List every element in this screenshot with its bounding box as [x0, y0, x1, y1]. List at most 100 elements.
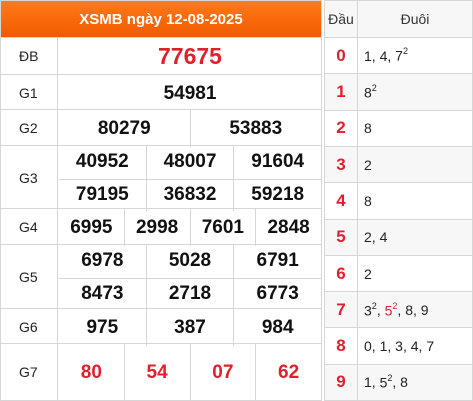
results-table: XSMB ngày 12-08-2025 ĐB 77675 G1 54981 G2 802… — [0, 0, 322, 401]
dau-value: 1 — [325, 74, 358, 110]
duoi-column-header: Đuôi — [400, 11, 430, 27]
dau-duoi-header: Đầu Đuôi — [325, 1, 472, 37]
duoi-values: 1, 4, 72 — [364, 46, 408, 65]
prize-number: 984 — [233, 309, 321, 346]
prize-number: 975 — [86, 316, 119, 338]
duoi-count: 2 — [371, 300, 377, 311]
prize-number: 59218 — [233, 179, 321, 211]
prize-number: 53883 — [189, 110, 322, 147]
dau-duoi-row: 5 2, 4 — [325, 218, 472, 255]
dau-value: 8 — [325, 328, 358, 364]
duoi-digit: 32 — [364, 300, 377, 319]
prize-number: 80 — [80, 361, 102, 383]
duoi-digit: 8 — [400, 374, 408, 391]
prize-row-g6: G6 975 387 984 — [1, 308, 321, 346]
duoi-values: 2 — [358, 147, 472, 183]
dau-value: 0 — [325, 38, 358, 74]
dau-column-header: Đầu — [325, 1, 358, 37]
dau-duoi-row: 8 0, 1, 3, 4, 7 — [325, 327, 472, 364]
prize-number: 07 — [189, 344, 256, 401]
duoi-values: 2 — [358, 256, 472, 292]
prize-number: 36832 — [145, 179, 234, 211]
duoi-values: 32, 52, 8, 9 — [364, 300, 429, 319]
duoi-count: 2 — [371, 82, 377, 93]
dau-value: 7 — [325, 292, 358, 328]
duoi-values: 82 — [358, 74, 472, 110]
prize-number: 8473 — [81, 283, 124, 305]
duoi-digit: 7 — [426, 338, 435, 355]
prize-row-g1: G1 54981 — [1, 74, 321, 111]
prize-number: 7601 — [189, 209, 256, 246]
prize-label: G5 — [1, 245, 58, 309]
prize-number: 40952 — [75, 151, 129, 173]
prize-line: 54981 — [59, 75, 321, 112]
prize-row-g2: G2 80279 53883 — [1, 109, 322, 147]
prize-number: 6791 — [233, 245, 321, 278]
prize-line: 975 387 984 — [59, 309, 321, 346]
prize-line: 77675 — [59, 38, 321, 75]
prize-number: 387 — [145, 309, 234, 346]
dau-value: 9 — [325, 364, 358, 401]
prize-number: 62 — [255, 344, 321, 401]
dau-duoi-row: 7 32, 52, 8, 9 — [325, 291, 472, 328]
duoi-digit: 72 — [395, 46, 408, 65]
duoi-values: 0, 1, 3, 4, 7 — [364, 338, 435, 355]
prize-row-g3: G3 40952 48007 91604 79195 36832 59218 — [1, 145, 321, 211]
prize-row-g7: G7 80 54 07 62 — [1, 343, 321, 401]
prize-line: 8473 2718 6773 — [59, 277, 321, 310]
prize-line: 6978 5028 6791 — [59, 245, 321, 278]
dau-value: 6 — [325, 255, 358, 292]
duoi-digit: 9 — [420, 301, 429, 318]
duoi-digit: 52 — [379, 373, 393, 391]
duoi-digit: 8 — [364, 192, 372, 209]
prize-line: 40952 48007 91604 — [59, 146, 321, 179]
dau-value: 2 — [325, 110, 358, 147]
duoi-digit: 8 — [364, 120, 372, 137]
prize-number: 54 — [123, 344, 190, 401]
prize-number: 2718 — [145, 278, 234, 310]
dau-duoi-row: 0 1, 4, 72 — [325, 37, 472, 74]
dau-value: 3 — [325, 146, 358, 183]
duoi-digit: 2 — [364, 156, 372, 173]
prize-number: 79195 — [75, 184, 129, 206]
duoi-digit: 1 — [364, 374, 372, 391]
duoi-digit: 2 — [364, 265, 372, 282]
prize-number: 2998 — [123, 209, 190, 246]
duoi-values: 8 — [358, 111, 472, 147]
prize-label: G3 — [1, 146, 58, 210]
prize-number: 6773 — [233, 278, 321, 310]
duoi-count: 2 — [392, 300, 398, 311]
duoi-digit: 1 — [379, 338, 388, 355]
dau-value: 4 — [325, 183, 358, 219]
duoi-digit: 4 — [410, 338, 419, 355]
duoi-digit: 8 — [405, 301, 413, 318]
prize-label: G7 — [1, 344, 58, 400]
prize-label: G1 — [1, 75, 58, 111]
duoi-digit: 3 — [395, 338, 403, 355]
prize-label: G6 — [1, 309, 58, 345]
prize-number: 5028 — [145, 245, 234, 278]
duoi-digit: 4 — [379, 229, 388, 246]
duoi-values: 8 — [358, 183, 472, 219]
dau-duoi-row: 1 82 — [325, 73, 472, 110]
results-header[interactable]: XSMB ngày 12-08-2025 — [1, 1, 321, 37]
dau-value: 5 — [325, 219, 358, 255]
duoi-digit: 82 — [364, 82, 377, 101]
duoi-values: 2, 4 — [364, 229, 388, 246]
duoi-values: 1, 52, 8 — [364, 373, 408, 391]
prize-number: 6995 — [70, 216, 113, 238]
prize-label: ĐB — [1, 38, 58, 74]
prize-line: 79195 36832 59218 — [59, 178, 321, 211]
prize-number: 77675 — [158, 43, 222, 69]
duoi-count: 2 — [387, 373, 393, 384]
results-title[interactable]: XSMB ngày 12-08-2025 — [79, 10, 243, 28]
duoi-digit: 0 — [364, 338, 372, 355]
duoi-digit: 1 — [364, 47, 372, 64]
prize-number: 54981 — [163, 82, 217, 104]
prize-row-đb: ĐB 77675 — [1, 37, 321, 74]
prize-number: 2848 — [255, 209, 321, 246]
